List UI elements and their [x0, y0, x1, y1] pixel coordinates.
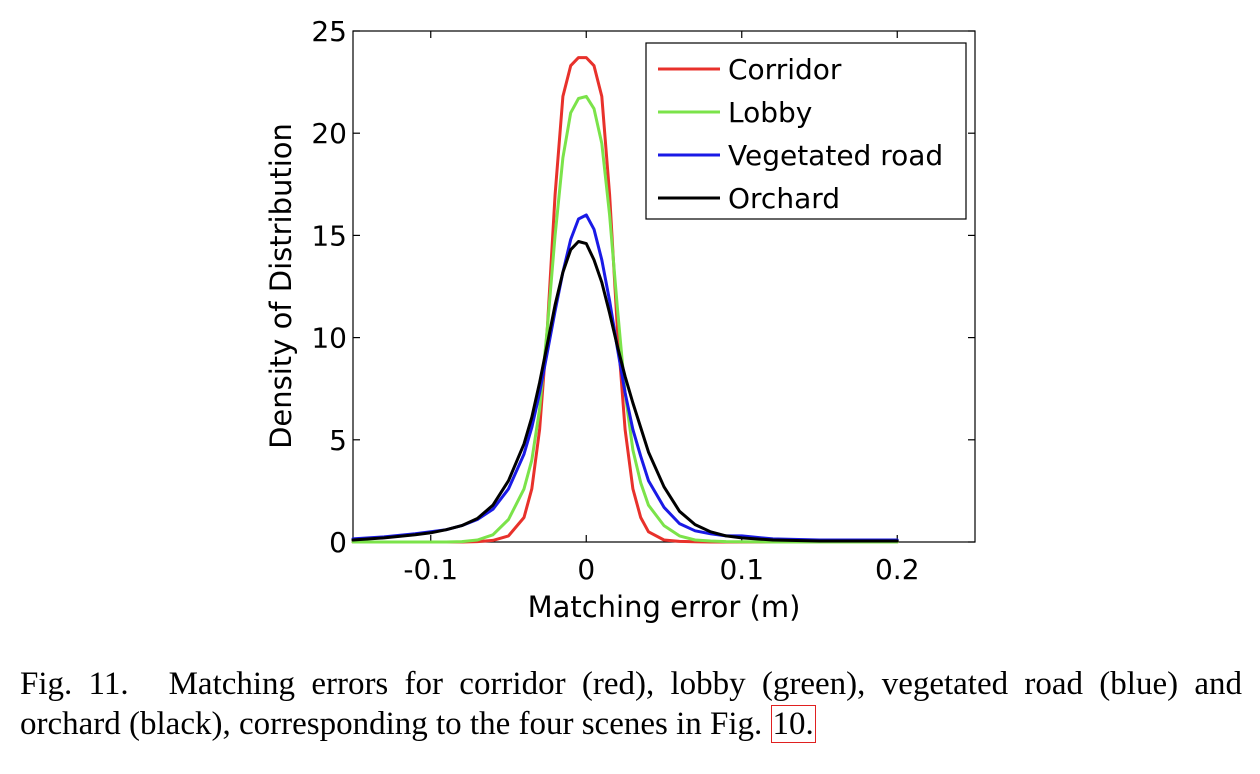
y-tick-label: 20 [311, 117, 347, 150]
legend-box [645, 42, 967, 220]
y-axis: 0 5 10 15 20 25 [311, 15, 975, 559]
legend: Corridor Lobby Vegetated road Orchard [645, 42, 967, 220]
figure-caption: Fig. 11. Matching errors for corridor (re… [20, 664, 1242, 744]
y-tick-label: 0 [329, 526, 347, 559]
y-tick-label: 10 [311, 322, 347, 355]
caption-label: Fig. 11. [20, 666, 129, 702]
series-line-lobby [351, 94, 899, 544]
x-tick-label: 0 [577, 553, 595, 586]
x-axis: -0.1 0 0.1 0.2 [403, 31, 920, 586]
x-tick-label: 0.2 [875, 553, 920, 586]
density-chart: 0 5 10 15 20 25 -0.1 0 0.1 0.2 Matching error (m… [264, 15, 976, 624]
x-axis-label: Matching error (m) [528, 590, 801, 624]
series-lines [351, 56, 899, 544]
series-line-orchard [351, 240, 899, 543]
x-tick-label: -0.1 [403, 553, 458, 586]
y-tick-label: 15 [311, 219, 347, 252]
x-tick-label: 0.1 [719, 553, 764, 586]
y-axis-label: Density of Distribution [264, 123, 298, 449]
legend-label-corridor: Corridor [728, 53, 842, 86]
legend-label-orchard: Orchard [728, 182, 840, 215]
caption-text: Matching errors for corridor (red), lobb… [20, 666, 1243, 742]
figure-reference-link[interactable]: 10. [770, 705, 816, 743]
y-tick-label: 5 [329, 424, 347, 457]
y-tick-label: 25 [311, 15, 347, 48]
legend-label-vegetated-road: Vegetated road [728, 139, 943, 172]
legend-label-lobby: Lobby [728, 96, 812, 129]
